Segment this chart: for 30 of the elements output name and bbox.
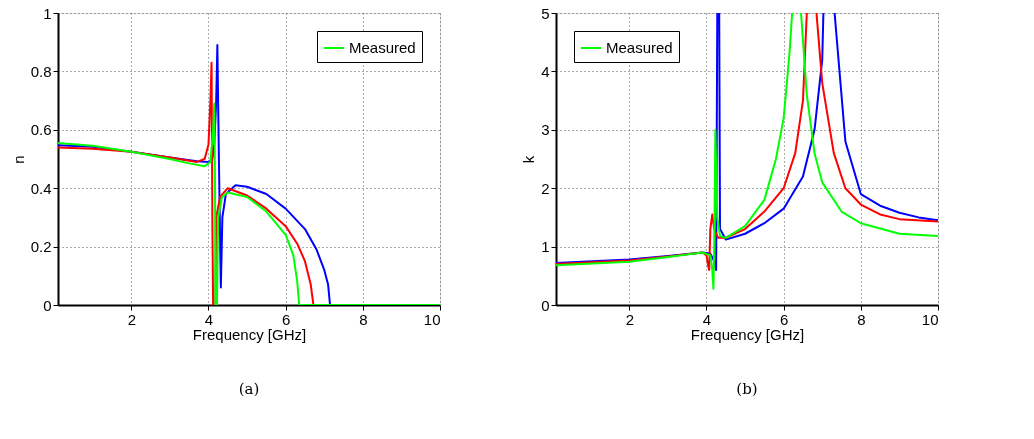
x-tick-label: 2 — [625, 310, 634, 328]
y-tick-label: 0.4 — [30, 179, 52, 197]
legend-label: Measured — [349, 39, 416, 56]
y-tick-label: 5 — [541, 4, 550, 22]
y-axis-title: n — [9, 155, 27, 164]
x-tick-label: 10 — [423, 310, 441, 328]
x-tick-label: 6 — [281, 310, 291, 328]
x-tick-label: 8 — [857, 310, 866, 328]
text: (b) — [736, 380, 758, 398]
y-tick-label: 0.2 — [30, 238, 52, 256]
y-tick-label: 1 — [43, 4, 52, 22]
x-axis-title: Frequency [GHz] — [690, 325, 805, 343]
x-tick-label: 4 — [204, 310, 214, 328]
y-tick-label: 0 — [43, 296, 52, 314]
y-tick-label: 4 — [541, 62, 550, 80]
y-tick-label: 0.6 — [30, 121, 52, 139]
y-tick-label: 0.8 — [30, 62, 52, 80]
x-axis-title: Frequency [GHz] — [192, 325, 307, 343]
x-tick-label: 2 — [127, 310, 136, 328]
y-axis-title: k — [520, 155, 538, 164]
legend-label: Measured — [606, 39, 673, 56]
x-tick-label: 10 — [921, 310, 939, 328]
y-tick-label: 3 — [541, 121, 550, 139]
x-tick-label: 4 — [702, 310, 712, 328]
y-tick-label: 2 — [541, 179, 550, 197]
text: (a) — [238, 380, 260, 398]
y-tick-label: 1 — [541, 238, 550, 256]
x-tick-label: 6 — [779, 310, 789, 328]
y-tick-label: 0 — [541, 296, 550, 314]
x-tick-label: 8 — [359, 310, 368, 328]
